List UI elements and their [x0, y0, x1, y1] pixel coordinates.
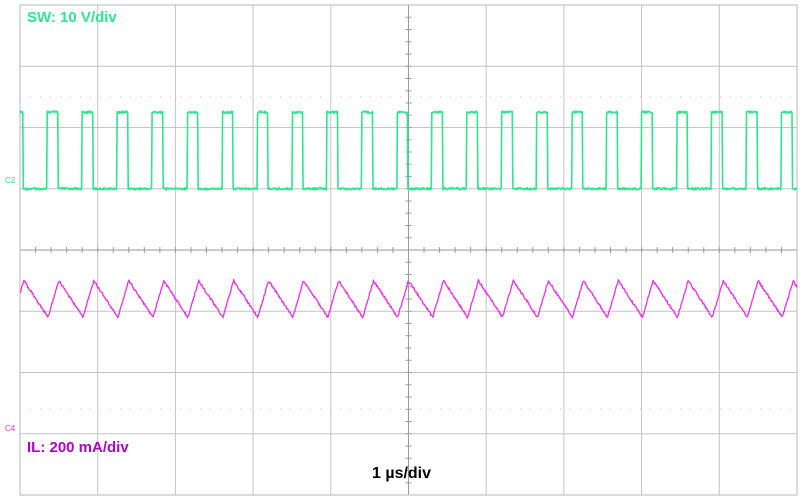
sw-trace: [19, 110, 798, 191]
screen-frame: [19, 4, 798, 496]
il-trace: [19, 278, 798, 319]
timebase-label: 1 µs/div: [372, 465, 432, 482]
c2-ground-marker: C2: [5, 176, 16, 185]
il-channel-label: IL: 200 mA/div: [27, 439, 129, 456]
grid: [20, 5, 797, 495]
sw-channel-label: SW: 10 V/div: [27, 9, 117, 26]
c4-ground-marker: C4: [5, 424, 16, 433]
